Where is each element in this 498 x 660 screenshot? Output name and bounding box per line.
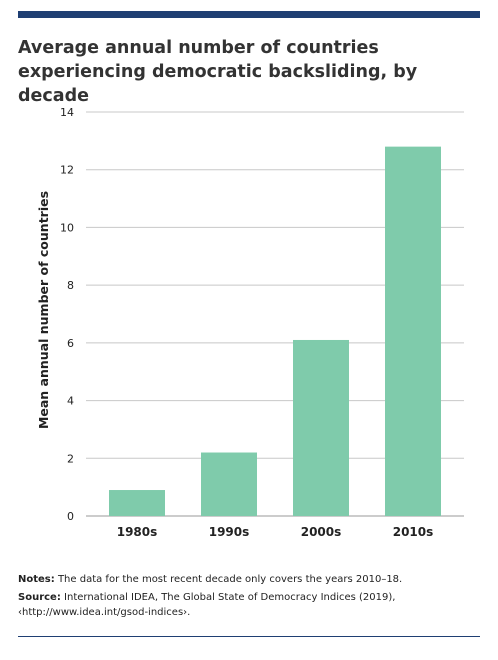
y-tick-label: 8 bbox=[67, 279, 74, 292]
y-tick-label: 2 bbox=[67, 452, 74, 465]
x-tick-label: 2000s bbox=[301, 525, 342, 539]
bar-chart: 0 2 4 6 8 10 12 14 1980s 1990s 2000s 2010s Mean an… bbox=[36, 106, 464, 539]
x-tick-labels: 1980s 1990s 2000s 2010s bbox=[117, 525, 434, 539]
y-tick-label: 4 bbox=[67, 395, 74, 408]
y-tick-label: 0 bbox=[67, 510, 74, 523]
source-line: Source: International IDEA, The Global S… bbox=[18, 590, 484, 620]
source-label: Source: bbox=[18, 592, 61, 603]
bar-2000s bbox=[293, 339, 349, 516]
y-tick-labels: 0 2 4 6 8 10 12 14 bbox=[60, 106, 74, 523]
y-tick-label: 10 bbox=[60, 221, 74, 234]
x-tick-label: 1980s bbox=[117, 525, 158, 539]
chart-title: Average annual number of countries exper… bbox=[18, 38, 418, 106]
bar-2010s bbox=[385, 146, 441, 516]
y-tick-label: 14 bbox=[60, 106, 74, 119]
notes-line: Notes: The data for the most recent deca… bbox=[18, 572, 484, 587]
source-text: International IDEA, The Global State of … bbox=[18, 592, 396, 618]
bottom-rule bbox=[18, 636, 480, 637]
x-tick-label: 2010s bbox=[393, 525, 434, 539]
top-rule bbox=[18, 11, 480, 18]
notes-label: Notes: bbox=[18, 574, 55, 585]
footnotes: Notes: The data for the most recent deca… bbox=[18, 572, 484, 623]
y-tick-label: 12 bbox=[60, 164, 74, 177]
bar-1990s bbox=[201, 452, 257, 516]
bars bbox=[109, 146, 441, 516]
y-axis-title: Mean annual number of countries bbox=[36, 191, 51, 429]
x-tick-label: 1990s bbox=[209, 525, 250, 539]
notes-text: The data for the most recent decade only… bbox=[57, 574, 403, 585]
y-tick-label: 6 bbox=[67, 337, 74, 350]
bar-1980s bbox=[109, 490, 165, 516]
